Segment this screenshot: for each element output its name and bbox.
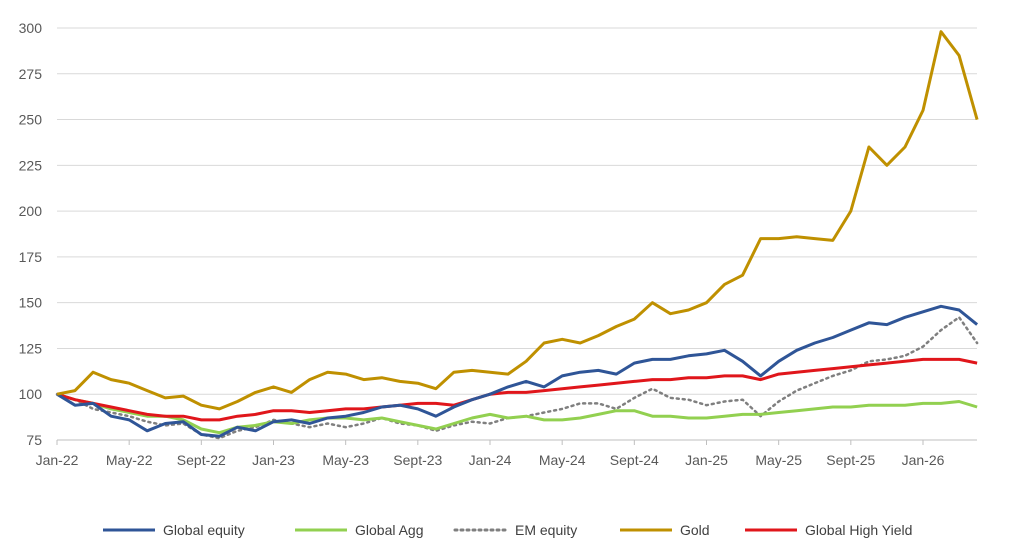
gridlines [57, 27, 977, 441]
x-tick-label: Sept-24 [610, 452, 659, 468]
legend: Global equity Global Agg EM equity Gold Glob… [103, 522, 912, 538]
x-tick-label: May-22 [106, 452, 153, 468]
legend-label: Gold [680, 522, 710, 538]
x-tick-label: May-23 [322, 452, 369, 468]
y-tick-label: 275 [19, 66, 43, 82]
y-tick-label: 75 [26, 432, 42, 448]
x-tick-label: Sept-25 [826, 452, 875, 468]
series-lines [55, 30, 979, 440]
x-tick-label: Jan-25 [685, 452, 728, 468]
series-line-global-equity [56, 304, 979, 438]
x-tick-label: May-24 [539, 452, 586, 468]
y-tick-label: 200 [19, 203, 43, 219]
series-line-global-agg [56, 392, 978, 435]
y-tick-label: 100 [19, 386, 43, 402]
series-line-gold [56, 30, 979, 411]
x-tick-label: Sept-23 [393, 452, 442, 468]
x-axis-ticks: Jan-22 May-22 Sept-22 Jan-23 May-23 Sept-23 Ja… [36, 439, 977, 468]
legend-label: Global High Yield [805, 522, 912, 538]
x-tick-label: Jan-22 [36, 452, 79, 468]
y-tick-label: 175 [19, 249, 43, 265]
y-tick-label: 250 [19, 112, 43, 128]
x-tick-label: Jan-26 [902, 452, 945, 468]
legend-label: EM equity [515, 522, 577, 538]
y-axis-ticks: 75 100 125 150 175 200 225 250 275 300 [19, 20, 43, 448]
legend-label: Global Agg [355, 522, 424, 538]
x-tick-label: Jan-24 [469, 452, 512, 468]
series-line-global-high-yield [56, 357, 978, 422]
y-tick-label: 225 [19, 157, 43, 173]
y-tick-label: 300 [19, 20, 43, 36]
x-tick-label: Sept-22 [177, 452, 226, 468]
legend-label: Global equity [163, 522, 245, 538]
x-tick-label: Jan-23 [252, 452, 295, 468]
x-tick-label: May-25 [755, 452, 802, 468]
y-tick-label: 125 [19, 340, 43, 356]
y-tick-label: 150 [19, 295, 43, 311]
